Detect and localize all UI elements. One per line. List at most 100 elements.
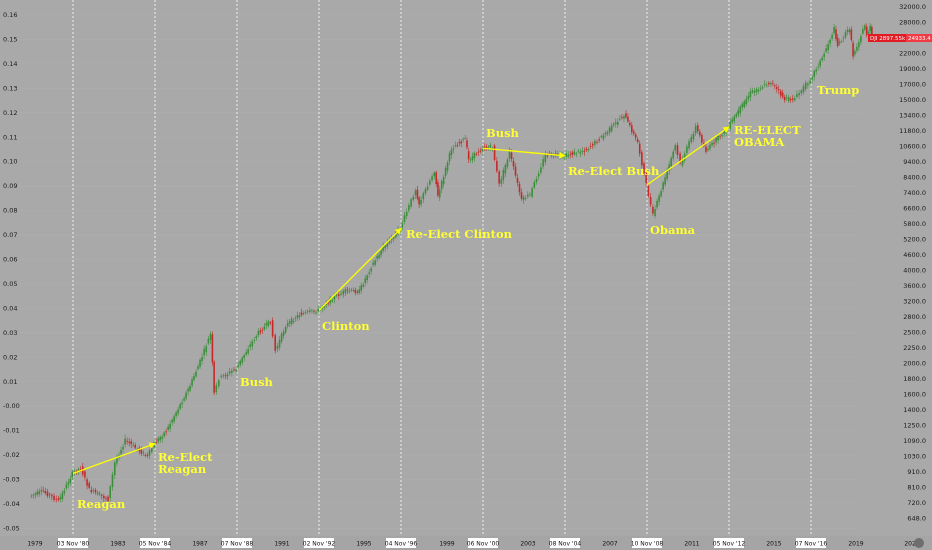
candle-body [625, 113, 627, 118]
candle-body [294, 318, 297, 320]
candle-body [512, 160, 515, 167]
right-axis-tick-label: 1600.0 [903, 391, 926, 399]
candle-body [516, 177, 519, 183]
candle-body [504, 164, 507, 174]
candle-body [197, 366, 199, 370]
candle-body [205, 346, 208, 353]
candle-body [774, 85, 776, 87]
candle-body [701, 134, 703, 143]
candle-body [696, 125, 699, 132]
candle-body [458, 142, 461, 144]
election-date-label-bg [796, 538, 826, 548]
election-date-label-bg [468, 538, 498, 548]
settings-dot-icon[interactable] [914, 538, 924, 548]
candle-body [300, 312, 303, 316]
election-date-label-bg [140, 538, 170, 548]
candle-body [243, 355, 245, 359]
candle-body [251, 341, 254, 347]
x-axis-year-label: 2021 [904, 541, 919, 548]
candle-body [464, 138, 466, 139]
right-axis-tick-label: 11800.0 [899, 127, 926, 135]
candle-body [163, 432, 165, 437]
candle-body [450, 149, 453, 156]
candle-body [833, 27, 835, 33]
candle-body [100, 495, 103, 496]
candle-body [755, 89, 758, 93]
candle-body [55, 498, 58, 500]
candle-body [265, 323, 268, 326]
right-axis-tick-label: 10600.0 [899, 143, 926, 151]
election-date-label: 04 Nov '96 [385, 541, 418, 548]
candle-body [791, 98, 794, 100]
candle-body [88, 482, 91, 488]
x-axis-year-label: 1979 [27, 541, 42, 548]
candle-body [602, 135, 605, 140]
candle-body [496, 160, 498, 172]
candle-body [323, 306, 325, 308]
candle-body [856, 46, 858, 51]
candle-body [403, 215, 406, 222]
candle-body [854, 51, 856, 55]
election-date-label-bg [58, 538, 88, 548]
right-axis-tick-label: 2500.0 [903, 329, 926, 337]
candle-body [338, 294, 340, 297]
candle-body [140, 449, 143, 454]
candle-body [456, 145, 459, 147]
candle-body [643, 163, 645, 174]
candle-body [672, 151, 675, 159]
candle-body [477, 151, 480, 153]
candle-body [392, 237, 395, 239]
candle-body [342, 290, 345, 295]
candle-body [220, 375, 222, 377]
candle-body [660, 191, 662, 197]
candle-body [386, 242, 389, 247]
candle-body [226, 374, 229, 377]
candle-body [90, 489, 93, 493]
left-axis-tick-label: 0.15 [3, 35, 17, 43]
candle-body [284, 327, 287, 333]
candle-body [621, 117, 623, 118]
annotation-label: Obama [650, 223, 696, 237]
candle-body [113, 462, 116, 476]
left-axis-tick-label: 0.16 [3, 11, 17, 19]
candle-body [737, 110, 740, 115]
x-axis-year-label: 1987 [192, 541, 207, 548]
candle-body [498, 171, 500, 184]
candle-body [846, 29, 849, 33]
right-axis-tick-label: 5200.0 [903, 236, 926, 244]
candle-body [382, 246, 384, 251]
candle-body [146, 454, 149, 456]
candle-body [475, 153, 478, 155]
candle-body [535, 178, 538, 183]
right-axis-tick-label: 22000.0 [899, 50, 926, 58]
candle-body [161, 436, 163, 439]
candle-body [36, 491, 39, 495]
right-axis-tick-label: 1030.0 [903, 453, 926, 461]
candle-body [267, 321, 270, 326]
candle-body [142, 452, 145, 454]
candle-body [800, 90, 803, 94]
x-axis: 03 Nov '80 05 Nov '84 07 Nov '88 02 Nov '92… [0, 536, 932, 550]
candle-body [401, 223, 404, 228]
candle-body [368, 272, 370, 274]
candle-body [563, 156, 565, 158]
candle-body [84, 471, 86, 478]
left-axis-tick-label: 0.08 [3, 207, 17, 215]
candle-body [333, 296, 336, 300]
left-axis-tick-label: -0.03 [3, 476, 20, 484]
annotations: ReaganRe-ElectReaganBushClintonRe-Elect … [77, 83, 859, 511]
candle-body [410, 199, 412, 207]
election-date-label: 05 Nov '84 [139, 541, 172, 548]
candle-body [437, 182, 439, 196]
right-axis-tick-label: 648.0 [907, 515, 926, 523]
candle-body [652, 206, 654, 214]
candle-body [362, 284, 364, 287]
candle-body [629, 122, 631, 126]
candle-body [757, 89, 760, 92]
candle-body [569, 154, 572, 156]
candle-body [372, 262, 374, 265]
candle-body [462, 139, 464, 140]
candle-body [627, 116, 629, 122]
right-axis-tick-label: 3200.0 [903, 298, 926, 306]
